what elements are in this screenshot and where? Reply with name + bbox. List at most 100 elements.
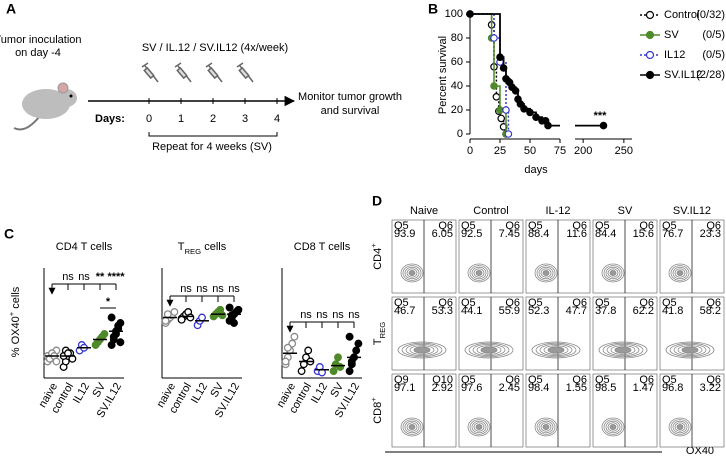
- contour: [607, 422, 619, 432]
- contour: [606, 343, 640, 356]
- superscript: +: [7, 311, 16, 316]
- contour: [401, 342, 443, 358]
- contour: [609, 269, 617, 276]
- contour: [469, 265, 489, 281]
- flow-axis-label: OX40: [686, 445, 714, 457]
- legend-marker: [645, 10, 655, 20]
- quadrant-value: 7.45: [499, 228, 520, 240]
- quadrant-name: Q6: [706, 297, 721, 309]
- legend-count: (0/32): [696, 9, 725, 21]
- schedule-text: SV / IL.12 / SV.IL12 (4x/week): [142, 42, 288, 54]
- text-part: cells: [201, 241, 227, 253]
- contour: [539, 343, 573, 356]
- quadrant-name: Q6: [706, 220, 721, 232]
- quadrant-name: Q5: [461, 220, 476, 232]
- panel-label: B: [428, 1, 438, 17]
- contour: [598, 341, 648, 359]
- mouse-icon: [13, 82, 77, 131]
- y-tick-label: 60: [451, 56, 463, 68]
- quadrant-name: Q5: [394, 220, 409, 232]
- contour: [467, 263, 491, 283]
- data-point: [283, 343, 292, 352]
- contour: [402, 265, 422, 281]
- quadrant-name: Q6: [572, 220, 587, 232]
- flow-row-label: TREG: [372, 322, 387, 345]
- survival-marker: [499, 64, 508, 72]
- contour: [605, 266, 621, 280]
- chart-title: TREG cells: [178, 241, 227, 256]
- day-label: 3: [242, 113, 248, 125]
- data-point: [345, 332, 354, 341]
- survival-marker: [532, 113, 540, 122]
- panel-label: C: [4, 226, 14, 242]
- legend-count: (0/5): [702, 49, 725, 61]
- contour: [607, 268, 619, 278]
- contour: [670, 419, 690, 435]
- sig-label: ns: [196, 283, 208, 295]
- contour: [601, 417, 625, 437]
- data-point: [100, 330, 109, 338]
- survival-marker: [490, 82, 498, 90]
- survival-marker: [490, 34, 498, 42]
- survival-marker: [497, 114, 506, 123]
- data-point: [234, 305, 243, 314]
- data-point: [336, 363, 345, 371]
- day-label: 0: [146, 113, 152, 125]
- quadrant-name: Q6: [572, 297, 587, 309]
- flow-column-header: Control: [473, 205, 508, 217]
- quadrant-name: Q5: [461, 374, 476, 386]
- quadrant-value: 15.6: [633, 228, 654, 240]
- data-point: [177, 315, 186, 324]
- quadrant-name: Q5: [595, 297, 610, 309]
- quadrant-value: 52.3: [528, 305, 549, 317]
- contour: [405, 343, 439, 356]
- quadrant-name: Q6: [639, 297, 654, 309]
- legend-count: (2/28): [696, 69, 725, 81]
- sig-label: ns: [228, 283, 240, 295]
- quadrant-name: Q6: [505, 220, 520, 232]
- legend-marker: [645, 70, 655, 80]
- quadrant-value: 46.7: [394, 305, 415, 317]
- contour: [397, 341, 447, 359]
- quadrant-value: 98.5: [595, 382, 616, 394]
- quadrant-value: 47.7: [566, 305, 587, 317]
- quadrant-name: Q5: [662, 374, 677, 386]
- x-tick-label: 25: [494, 145, 506, 157]
- data-point: [281, 357, 290, 366]
- contour: [681, 346, 699, 354]
- contour: [676, 269, 684, 276]
- x-tick-label: 50: [524, 145, 536, 157]
- day-label: 1: [178, 113, 184, 125]
- text-part: T: [178, 241, 185, 253]
- quadrant-name: Q5: [662, 220, 677, 232]
- sig-label: **: [96, 271, 105, 283]
- legend-marker: [645, 30, 655, 40]
- y-tick-label: 40: [451, 80, 463, 92]
- survival-marker: [466, 10, 474, 18]
- x-tick-label: IL12: [189, 381, 210, 406]
- quadrant-value: 6.05: [432, 228, 453, 240]
- survival-marker: [544, 121, 552, 130]
- contour: [409, 345, 435, 355]
- repeat-bracket: [148, 132, 278, 137]
- contour: [534, 417, 558, 437]
- schedule-text: Repeat for 4 weeks (SV): [152, 141, 272, 153]
- legend-label: SV.IL12: [664, 69, 702, 81]
- subscript: REG: [378, 322, 387, 339]
- quadrant-value: 92.5: [461, 228, 482, 240]
- survival-marker: [599, 121, 608, 130]
- contour: [473, 268, 485, 278]
- panel-label: D: [372, 193, 382, 209]
- contour: [547, 346, 565, 354]
- x-tick-label: 200: [574, 145, 592, 157]
- contour: [471, 266, 487, 280]
- flow-column-header: IL-12: [545, 205, 570, 217]
- x-tick-label: IL12: [309, 381, 330, 406]
- quadrant-value: 98.4: [528, 382, 549, 394]
- syringes: [141, 62, 254, 83]
- contour: [601, 263, 625, 283]
- sig-label: *: [106, 296, 111, 308]
- quadrant-value: 53.3: [432, 305, 453, 317]
- contour: [674, 422, 686, 432]
- sig-label: ns: [332, 309, 344, 321]
